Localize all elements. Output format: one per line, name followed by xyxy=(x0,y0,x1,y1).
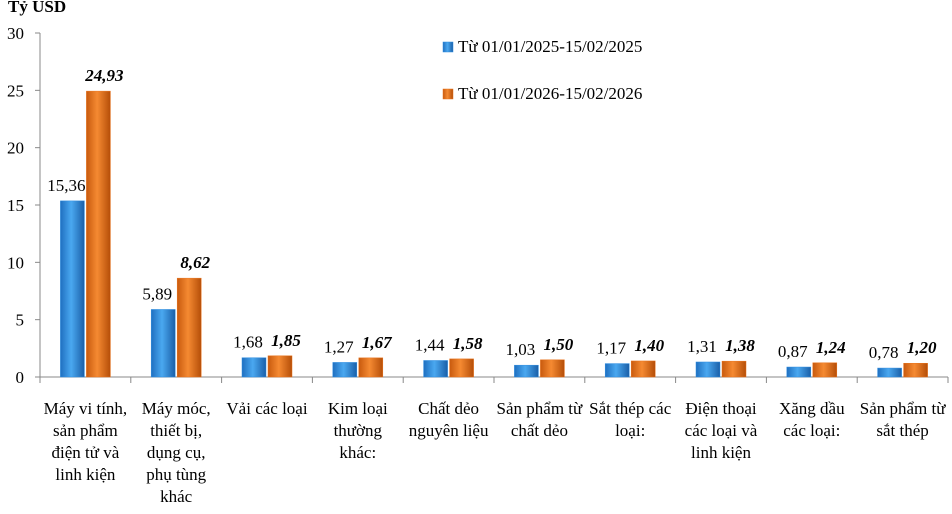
bar xyxy=(176,277,202,378)
bar xyxy=(423,360,448,378)
y-tick-label: 25 xyxy=(7,81,24,100)
bar xyxy=(721,360,747,378)
value-label: 1,44 xyxy=(415,335,445,354)
value-label: 0,78 xyxy=(869,343,899,362)
x-tick-label: Vải các loại xyxy=(226,399,308,418)
x-tick-label: Sản phẩm từ chất dẻo xyxy=(496,399,583,440)
legend-label: Từ 01/01/2025-15/02/2025 xyxy=(458,37,642,56)
y-tick-label: 5 xyxy=(16,311,25,330)
bar xyxy=(449,358,474,378)
x-tick-label: Xăng dầu các loại: xyxy=(778,399,845,440)
bar xyxy=(241,357,267,378)
x-tick-label: Kim loại thường khác: xyxy=(327,399,388,462)
x-tick-label: Sắt thép các loại: xyxy=(589,399,672,440)
legend-swatch xyxy=(442,88,454,100)
legend-swatch xyxy=(442,41,454,53)
value-label: 15,36 xyxy=(47,176,85,195)
bar xyxy=(903,362,928,378)
value-label: 1,17 xyxy=(596,339,626,358)
bar xyxy=(812,362,838,378)
x-tick-label: Máy móc, thiết bị, dụng cụ, phụ tùng khá… xyxy=(141,399,211,506)
bar xyxy=(695,361,721,378)
y-tick-label: 30 xyxy=(7,24,24,43)
bar xyxy=(786,366,812,378)
y-tick-label: 10 xyxy=(7,253,24,272)
y-tick-label: 20 xyxy=(7,139,24,158)
bar xyxy=(332,362,358,378)
value-label: 1,03 xyxy=(506,340,536,359)
x-tick-label: Chất dẻo nguyên liệu xyxy=(408,399,489,440)
y-tick-label: 0 xyxy=(16,368,25,387)
bar xyxy=(877,367,902,378)
value-label: 1,40 xyxy=(634,336,664,355)
value-label: 1,68 xyxy=(233,333,263,352)
value-label: 1,20 xyxy=(907,338,937,357)
value-label: 5,89 xyxy=(142,284,172,303)
x-tick-label: Máy vi tính, sản phẩm điện tử và linh ki… xyxy=(43,399,128,484)
bar xyxy=(630,360,656,378)
value-label: 1,27 xyxy=(324,337,354,356)
bar xyxy=(358,357,384,378)
value-label: 1,24 xyxy=(816,338,846,357)
value-label: 1,67 xyxy=(362,333,393,352)
bar xyxy=(604,363,630,378)
value-label: 1,85 xyxy=(271,331,301,350)
y-axis-title: Tỷ USD xyxy=(8,0,66,16)
x-tick-label: Sản phẩm từ sắt thép xyxy=(859,399,946,440)
value-label: 1,58 xyxy=(453,334,483,353)
value-label: 1,38 xyxy=(725,336,755,355)
legend-label: Từ 01/01/2026-15/02/2026 xyxy=(458,84,642,103)
bar xyxy=(540,359,565,378)
y-tick-label: 15 xyxy=(7,196,24,215)
value-label: 1,50 xyxy=(544,335,574,354)
x-tick-label: Điện thoại các loại và linh kiện xyxy=(684,399,758,462)
value-label: 24,93 xyxy=(84,66,124,85)
bar xyxy=(514,364,539,378)
bar xyxy=(267,355,293,378)
value-label: 1,31 xyxy=(687,337,717,356)
bar xyxy=(86,90,111,378)
value-label: 8,62 xyxy=(180,253,210,272)
value-label: 0,87 xyxy=(778,342,808,361)
bar xyxy=(150,309,176,378)
bar xyxy=(60,200,85,378)
